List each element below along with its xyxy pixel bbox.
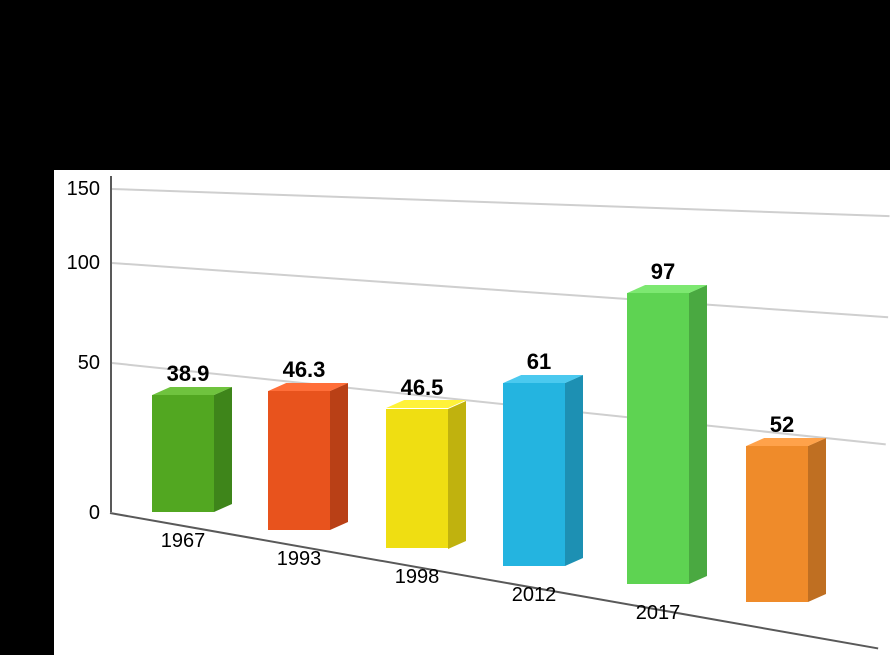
ytick-150: 150 xyxy=(50,178,100,201)
bar-front-2 xyxy=(386,409,448,549)
bar-side-2 xyxy=(448,400,466,548)
ytick-0: 0 xyxy=(60,502,100,525)
value-label-1: 46.3 xyxy=(258,357,350,383)
bar-side-4 xyxy=(689,285,707,584)
bar-front-5 xyxy=(746,446,808,602)
ytick-100: 100 xyxy=(50,252,100,275)
bar-front-1 xyxy=(268,391,330,530)
x-label-0: 1967 xyxy=(138,530,228,553)
y-axis xyxy=(110,176,112,512)
value-label-0: 38.9 xyxy=(142,361,234,387)
x-label-4: 2017 xyxy=(613,602,703,625)
bar-front-3 xyxy=(503,383,565,566)
ytick-50: 50 xyxy=(60,352,100,375)
x-label-1: 1993 xyxy=(254,548,344,571)
x-label-2: 1998 xyxy=(372,566,462,589)
bar-front-0 xyxy=(152,395,214,512)
x-label-3: 2012 xyxy=(489,584,579,607)
value-label-5: 52 xyxy=(736,412,828,438)
value-label-2: 46.5 xyxy=(376,375,468,401)
bar-side-3 xyxy=(565,375,583,566)
value-label-4: 97 xyxy=(617,259,709,285)
chart-stage: 0 50 100 150 38.9 1967 46.3 1993 46.5 1998 61 2… xyxy=(0,0,890,655)
bar-side-5 xyxy=(808,438,826,602)
bar-side-1 xyxy=(330,383,348,530)
bar-side-0 xyxy=(214,387,232,512)
bar-front-4 xyxy=(627,293,689,584)
value-label-3: 61 xyxy=(493,349,585,375)
